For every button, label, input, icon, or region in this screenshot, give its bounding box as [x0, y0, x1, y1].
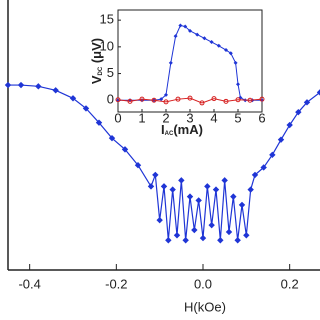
data-point — [169, 186, 176, 193]
data-point — [238, 201, 246, 209]
x-axis-label: H(kOe) — [184, 299, 226, 314]
data-point — [225, 228, 233, 236]
x-label-unit: (mA) — [173, 122, 203, 137]
y-label-unit: (μV) — [89, 38, 104, 67]
data-point — [82, 105, 90, 112]
data-point — [209, 40, 214, 45]
x-label-sub: AC — [165, 131, 174, 137]
data-point — [233, 60, 238, 65]
data-point — [303, 99, 311, 106]
data-point — [316, 89, 320, 96]
y-tick-label: 0 — [107, 92, 114, 107]
data-point — [163, 99, 169, 105]
data-point — [228, 51, 233, 56]
x-tick-label: -0.4 — [18, 276, 40, 291]
y-axis-label: VDC (μV) — [89, 38, 104, 84]
data-point — [195, 32, 200, 37]
data-point — [115, 97, 121, 103]
data-point — [211, 96, 217, 102]
data-point — [121, 146, 129, 153]
data-point — [191, 226, 198, 234]
x-axis-label: IAC(mA) — [161, 122, 203, 137]
data-point — [247, 186, 254, 193]
data-point — [286, 121, 293, 129]
data-point — [259, 96, 265, 102]
data-point — [236, 82, 240, 87]
data-point — [212, 186, 220, 193]
data-point — [295, 108, 302, 116]
data-point — [202, 36, 207, 41]
data-point — [175, 96, 181, 102]
data-point — [173, 34, 178, 39]
data-point — [95, 119, 103, 126]
data-point — [260, 164, 267, 171]
data-point — [182, 237, 189, 244]
data-point — [277, 136, 285, 143]
y-label-sub: DC — [98, 66, 104, 75]
data-point — [178, 23, 183, 28]
data-point — [183, 24, 188, 29]
series-line — [117, 97, 263, 104]
data-point — [152, 171, 159, 179]
inset-frame — [117, 9, 263, 113]
data-point — [186, 193, 194, 200]
data-point — [224, 48, 228, 53]
x-tick-label: 2 — [162, 110, 169, 125]
data-point — [108, 134, 116, 142]
inset: 0 1 2 3 4 5 6 0 5 10 15 VDC (μV) IAC(mA) — [89, 9, 266, 137]
y-label-main: V — [89, 75, 104, 84]
data-point — [168, 60, 173, 65]
data-point — [165, 237, 172, 244]
y-tick-label: 15 — [100, 12, 114, 27]
x-label-main: I — [161, 122, 165, 137]
x-tick-label: -0.2 — [105, 276, 127, 291]
data-point — [187, 95, 193, 101]
data-point — [243, 232, 250, 239]
data-point — [52, 87, 59, 94]
data-point — [247, 97, 253, 103]
data-point — [195, 197, 202, 204]
data-point — [151, 97, 157, 103]
data-point — [208, 221, 215, 229]
data-point — [164, 92, 168, 97]
y-tick-label: 5 — [107, 65, 114, 80]
x-tick-label: 1 — [138, 110, 145, 125]
x-tick-label: 3 — [186, 110, 193, 125]
data-point — [234, 237, 241, 244]
data-point — [235, 97, 241, 103]
data-point — [159, 97, 164, 102]
data-point — [173, 232, 181, 239]
data-point — [127, 98, 133, 104]
x-tick-label: 6 — [258, 110, 265, 125]
main-plot: -0.4 -0.2 0.0 0.2 — [4, 0, 320, 291]
data-point — [4, 81, 12, 89]
x-tick-label: 0 — [114, 110, 121, 125]
data-point — [217, 237, 224, 244]
data-point — [216, 43, 221, 48]
x-tick-label: 0.2 — [281, 276, 299, 291]
data-point — [147, 183, 155, 190]
data-point — [230, 193, 237, 200]
data-point — [204, 183, 211, 190]
data-point — [35, 83, 42, 90]
data-point — [69, 95, 77, 102]
data-point — [17, 81, 25, 89]
data-point — [199, 100, 205, 106]
data-point — [160, 183, 168, 190]
data-point — [178, 177, 185, 184]
data-point — [188, 28, 192, 33]
data-point — [251, 171, 259, 179]
x-tick-label: 0.0 — [194, 276, 212, 291]
y-tick-label: 10 — [100, 38, 114, 53]
data-point — [221, 177, 228, 184]
data-point — [134, 161, 142, 169]
data-point — [223, 98, 229, 104]
data-point — [199, 234, 207, 242]
data-point — [156, 216, 163, 224]
data-point — [269, 151, 276, 159]
data-point — [139, 96, 145, 102]
x-tick-label: 4 — [210, 110, 217, 125]
x-tick-label: 5 — [234, 110, 241, 125]
